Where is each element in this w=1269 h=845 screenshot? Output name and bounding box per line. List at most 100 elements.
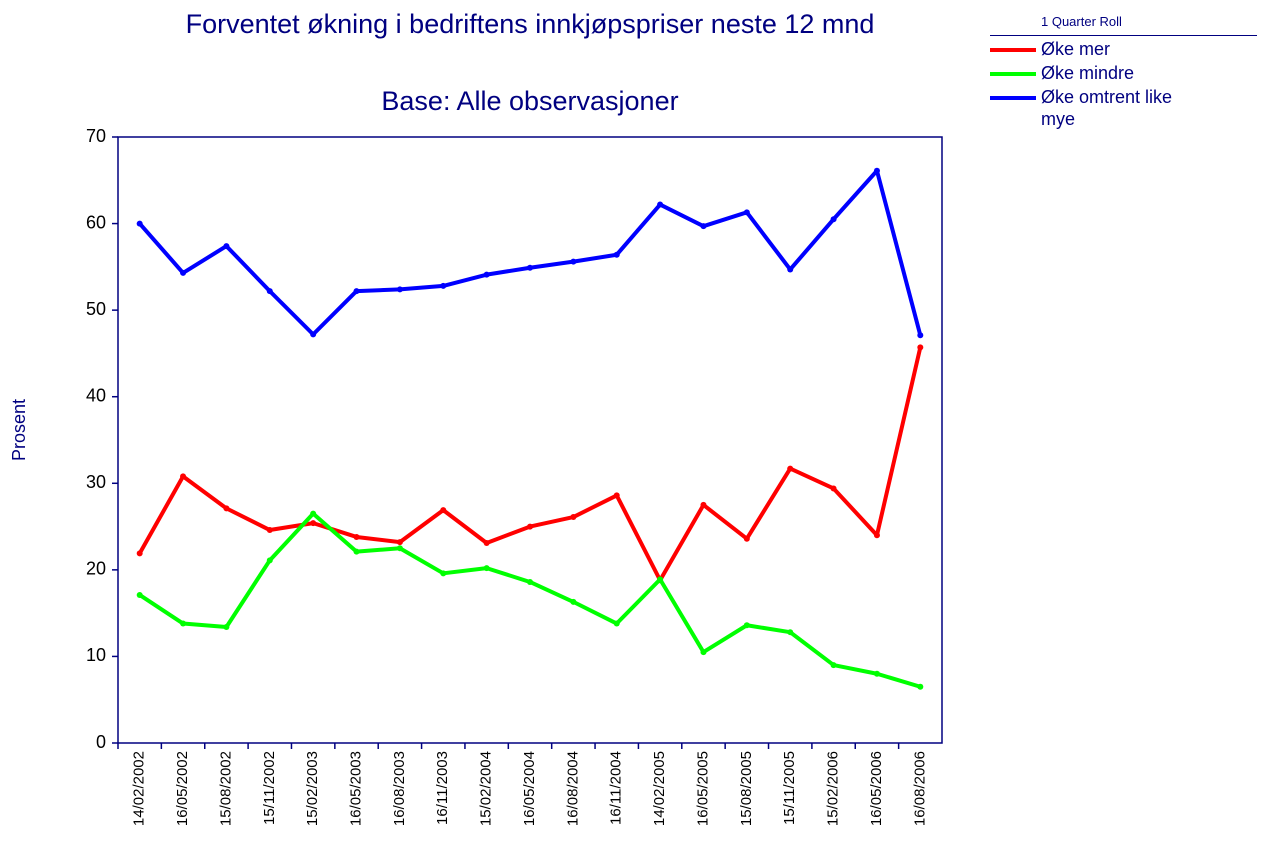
legend-title: 1 Quarter Roll: [990, 10, 1257, 36]
x-tick-label: 15/02/2004: [478, 751, 495, 826]
x-tick-label: 16/05/2005: [694, 751, 711, 826]
point: [396, 286, 403, 293]
chart-title: Forventet økning i bedriftens innkjøpspr…: [186, 9, 875, 39]
point: [830, 216, 837, 223]
point: [223, 505, 230, 512]
point: [483, 271, 490, 278]
x-tick-label: 15/08/2005: [738, 751, 755, 826]
point: [657, 201, 664, 208]
x-tick-label: 15/08/2002: [217, 751, 234, 826]
point: [266, 288, 273, 295]
point: [223, 623, 230, 630]
point: [396, 545, 403, 552]
x-tick-label: 16/08/2003: [391, 751, 408, 826]
point: [787, 465, 794, 472]
x-tick-label: 14/02/2005: [651, 751, 668, 826]
x-tick-label: 16/05/2006: [868, 751, 885, 826]
point: [657, 576, 664, 583]
y-tick-label: 50: [86, 299, 106, 319]
point: [570, 598, 577, 605]
chart-subtitle: Base: Alle observasjoner: [381, 86, 678, 116]
y-tick-label: 30: [86, 472, 106, 492]
point: [613, 492, 620, 499]
point: [873, 532, 880, 539]
point: [787, 266, 794, 273]
legend-item: Øke omtrent like mye: [990, 86, 1269, 130]
point: [353, 288, 360, 295]
point: [136, 550, 143, 557]
point: [743, 622, 750, 629]
series-line: [138, 511, 921, 689]
point: [743, 209, 750, 216]
point: [873, 670, 880, 677]
point: [700, 223, 707, 230]
x-tick-label: 16/11/2003: [434, 751, 451, 825]
point: [873, 167, 880, 174]
point: [310, 331, 317, 338]
point: [613, 251, 620, 258]
point: [483, 565, 490, 572]
point: [700, 501, 707, 508]
x-tick-label: 15/02/2006: [825, 751, 842, 826]
x-tick-label: 15/02/2003: [304, 751, 321, 826]
point: [743, 535, 750, 542]
point: [136, 220, 143, 227]
point: [396, 539, 403, 546]
point: [570, 258, 577, 265]
legend-swatch: [990, 96, 1036, 100]
y-tick-label: 60: [86, 212, 106, 232]
point: [917, 344, 924, 351]
x-tick-label: 16/05/2003: [347, 751, 364, 826]
y-tick-label: 10: [86, 645, 106, 665]
point: [223, 243, 230, 250]
legend-swatch: [990, 48, 1036, 52]
point: [353, 548, 360, 555]
y-tick-label: 70: [86, 126, 106, 146]
point: [830, 662, 837, 669]
x-tick-label: 15/11/2005: [781, 751, 798, 825]
point: [787, 629, 794, 636]
point: [136, 591, 143, 598]
point: [527, 523, 533, 530]
legend-label: Øke mer: [1041, 39, 1111, 59]
point: [570, 514, 577, 521]
x-tick-label: 15/11/2002: [261, 751, 278, 825]
point: [353, 533, 360, 540]
series-line: [138, 168, 923, 337]
x-tick-label: 16/08/2004: [564, 751, 581, 826]
plot-frame: [117, 136, 943, 744]
y-axis-label: Prosent: [9, 399, 29, 461]
point: [266, 527, 273, 534]
legend: 1 Quarter Roll Øke mer Øke mindre Øke omtr…: [990, 10, 1269, 130]
y-tick-label: 0: [96, 732, 106, 752]
point: [440, 507, 447, 514]
legend-item: Øke mindre: [990, 62, 1269, 84]
point: [527, 264, 533, 271]
point: [917, 332, 924, 339]
x-tick-label: 14/02/2002: [131, 751, 148, 826]
point: [440, 570, 447, 577]
point: [180, 473, 187, 480]
point: [266, 557, 273, 564]
point: [440, 282, 447, 289]
point: [613, 620, 620, 627]
point: [310, 510, 317, 517]
point: [830, 485, 837, 492]
point: [917, 683, 924, 690]
point: [483, 540, 490, 547]
legend-swatch: [990, 72, 1036, 76]
point: [310, 520, 317, 527]
y-tick-label: 20: [86, 559, 106, 579]
x-tick-label: 16/05/2004: [521, 751, 538, 826]
point: [180, 269, 187, 276]
point: [180, 620, 187, 627]
x-tick-label: 16/08/2006: [911, 751, 928, 826]
x-tick-label: 16/05/2002: [174, 751, 191, 826]
legend-item: Øke mer: [990, 38, 1269, 60]
legend-label: Øke mindre: [1041, 63, 1135, 83]
point: [527, 578, 533, 585]
series-line: [137, 346, 923, 583]
legend-label: Øke omtrent like mye: [1041, 87, 1173, 129]
